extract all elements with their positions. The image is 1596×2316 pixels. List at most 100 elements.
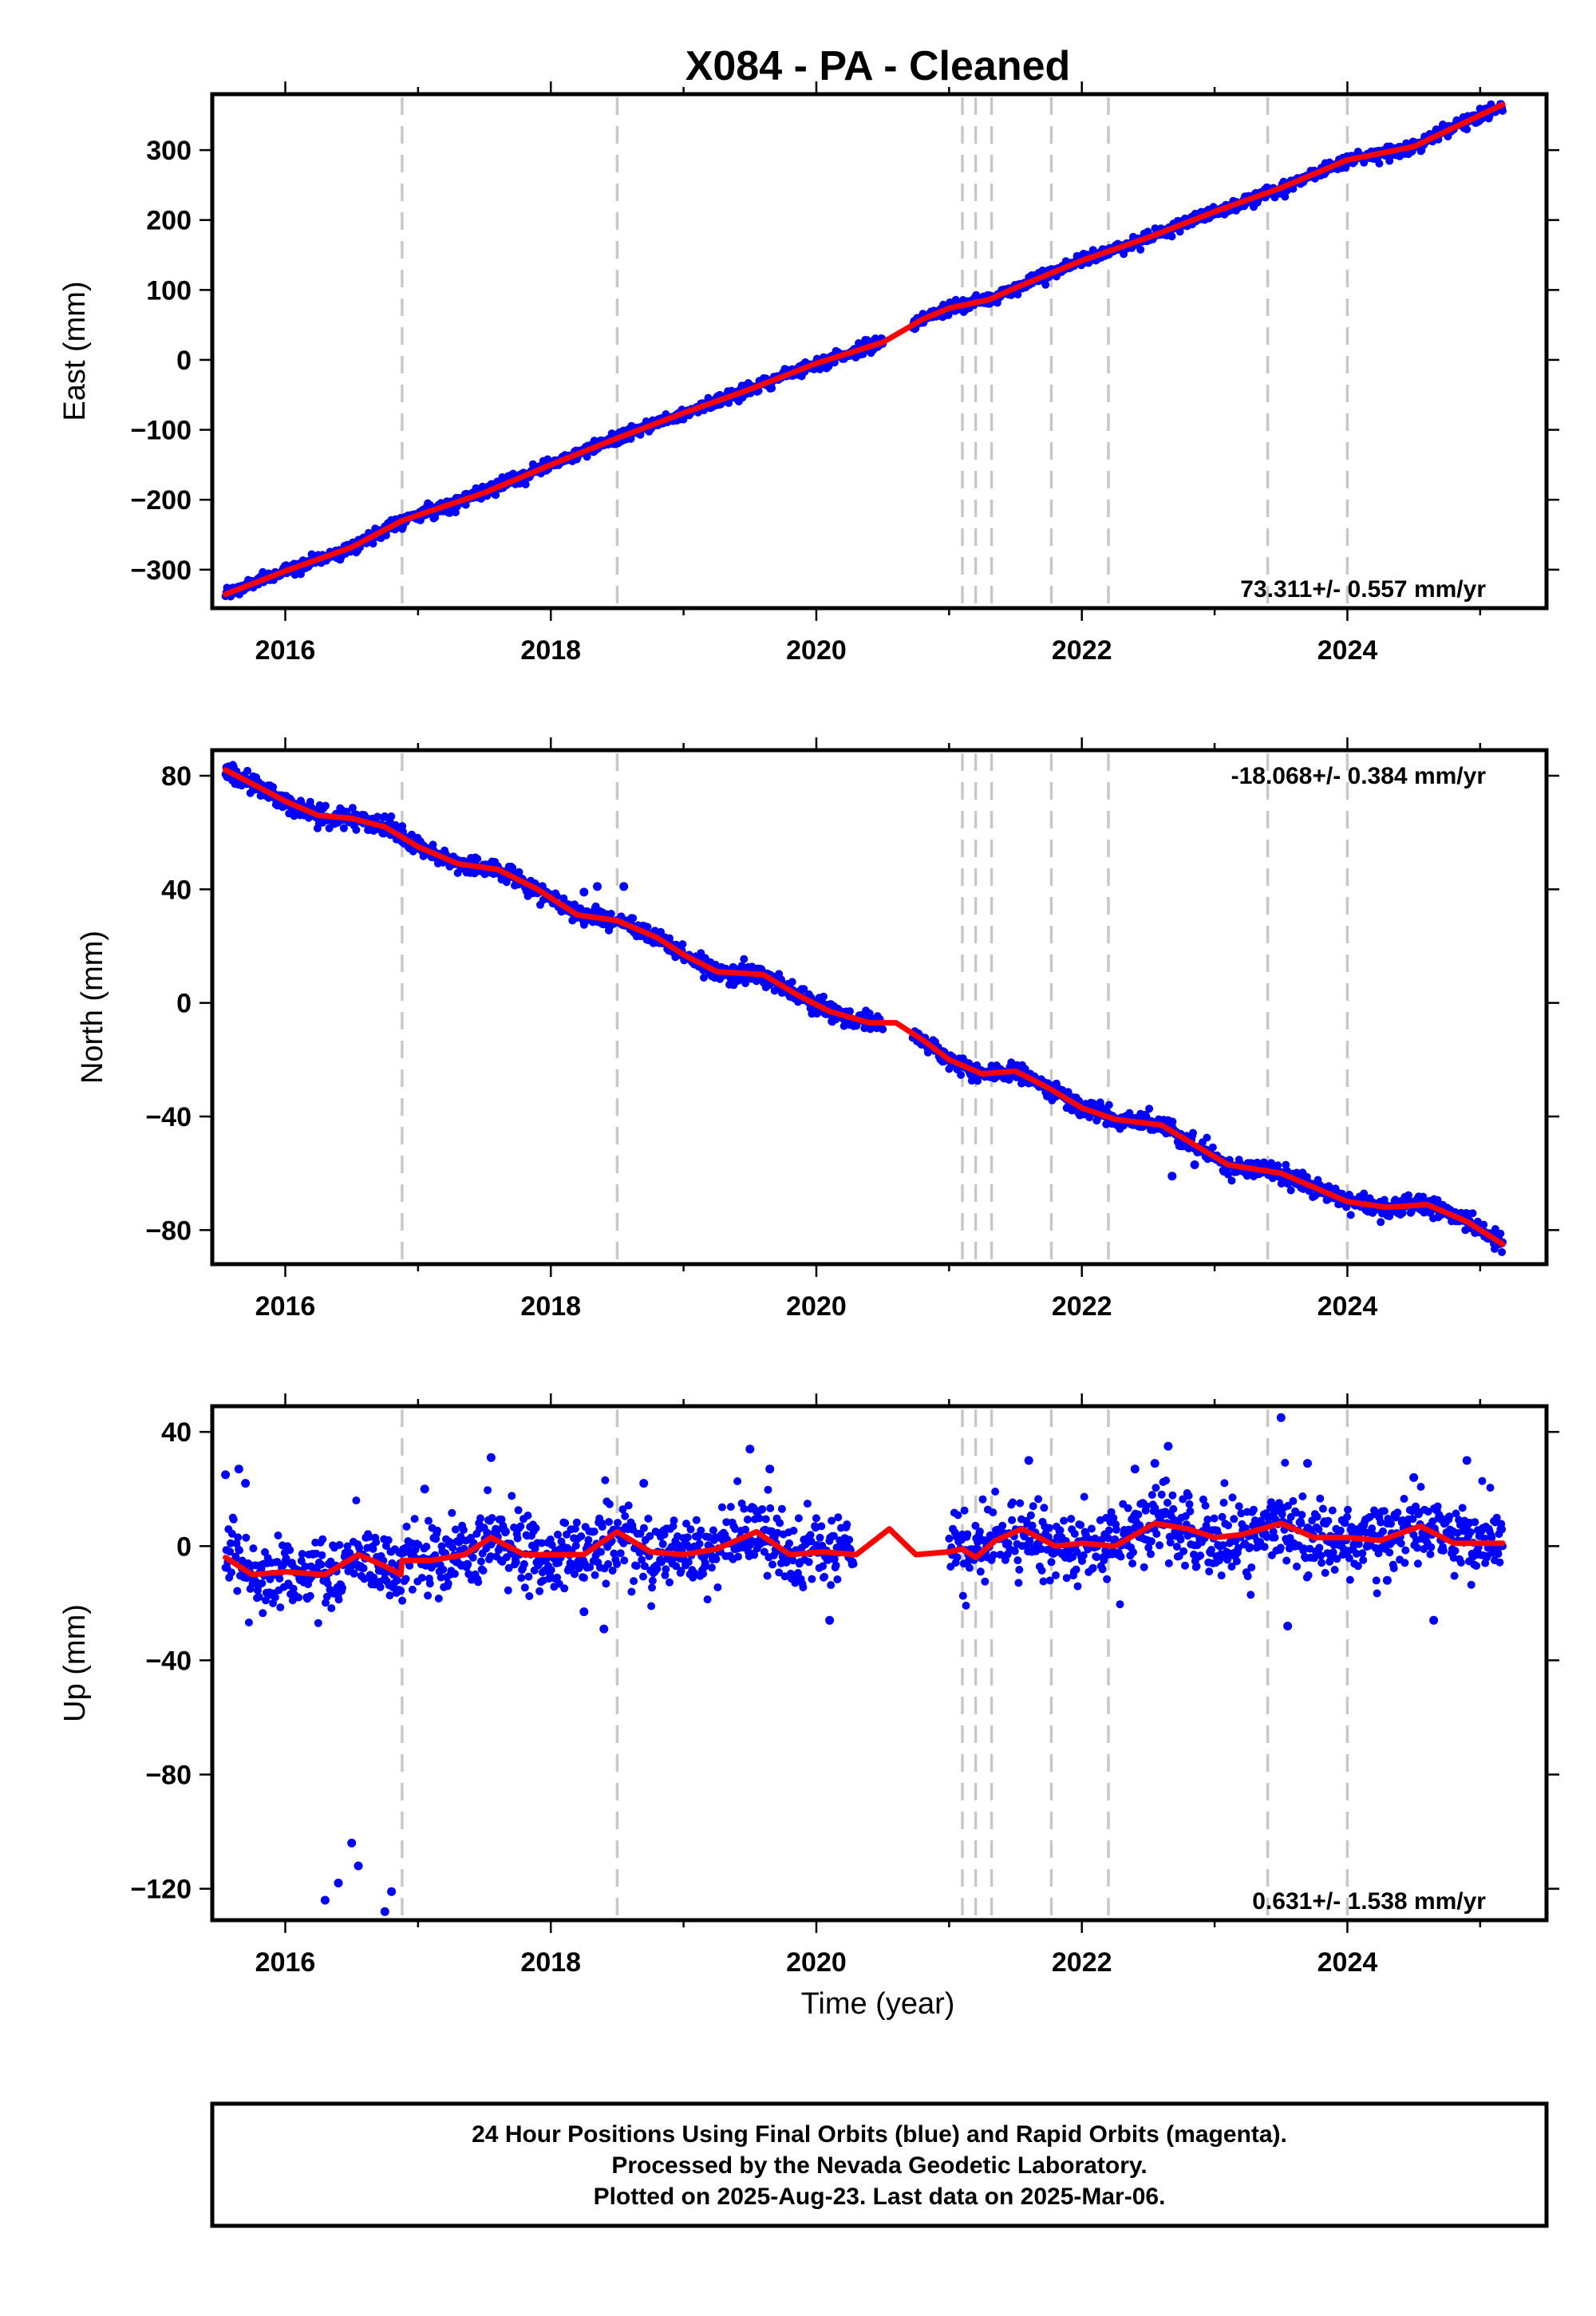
east-point — [1499, 106, 1507, 115]
up-point — [1227, 1563, 1236, 1571]
east-point — [768, 384, 776, 393]
north-point — [1203, 1133, 1211, 1142]
north-point — [741, 979, 750, 987]
up-point — [1282, 1556, 1291, 1565]
up-point — [227, 1529, 236, 1538]
north-point — [322, 801, 330, 810]
up-point — [520, 1583, 529, 1592]
up-point — [289, 1584, 298, 1593]
north-xtick-label: 2016 — [255, 1291, 316, 1322]
up-point — [1278, 1510, 1286, 1519]
up-point — [1220, 1479, 1229, 1488]
up-point — [579, 1574, 588, 1582]
north-point — [606, 910, 615, 918]
up-point — [991, 1488, 1000, 1496]
north-point — [1377, 1218, 1385, 1227]
up-point — [369, 1573, 378, 1582]
up-point — [1166, 1538, 1175, 1547]
up-point — [542, 1555, 551, 1564]
up-point — [1317, 1551, 1325, 1560]
north-point — [629, 914, 638, 923]
up-point — [597, 1547, 605, 1556]
up-point — [227, 1568, 235, 1577]
up-point — [1073, 1582, 1082, 1591]
north-point — [800, 985, 808, 994]
east-xtick-label: 2024 — [1317, 635, 1378, 666]
up-point — [695, 1539, 704, 1548]
up-point — [627, 1587, 636, 1596]
north-ytick-label: 80 — [161, 761, 192, 792]
up-point — [658, 1539, 667, 1548]
up-point — [648, 1576, 657, 1585]
north-point — [1380, 1196, 1389, 1204]
up-point — [657, 1558, 666, 1567]
up-point — [755, 1514, 764, 1523]
east-point — [492, 491, 500, 500]
north-point — [974, 1077, 982, 1085]
up-point — [1179, 1547, 1188, 1555]
up-point — [476, 1514, 484, 1523]
up-point — [555, 1579, 563, 1588]
north-xtick-label: 2024 — [1317, 1291, 1378, 1322]
up-point — [990, 1551, 998, 1559]
up-point — [1087, 1524, 1096, 1533]
up-point — [1013, 1556, 1022, 1565]
up-point — [834, 1513, 843, 1522]
up-point — [953, 1553, 962, 1562]
up-point — [1359, 1555, 1368, 1564]
up-point — [1152, 1530, 1161, 1538]
up-point — [1168, 1491, 1177, 1500]
north-point — [381, 812, 389, 820]
north-point — [1208, 1143, 1217, 1152]
up-point — [1128, 1559, 1137, 1568]
up-point — [1147, 1537, 1156, 1546]
up-point — [1052, 1571, 1060, 1579]
up-point — [488, 1514, 496, 1523]
up-point — [760, 1547, 768, 1556]
up-point — [459, 1526, 468, 1534]
up-point — [819, 1562, 828, 1571]
up-point — [1203, 1516, 1212, 1524]
up-point — [1223, 1555, 1232, 1564]
up-point — [812, 1514, 820, 1523]
north-point — [348, 804, 357, 812]
up-point — [761, 1515, 770, 1524]
up-point — [789, 1527, 798, 1535]
north-point — [387, 812, 396, 820]
up-point — [785, 1539, 793, 1547]
up-point — [1134, 1510, 1143, 1519]
up-point — [372, 1538, 381, 1547]
up-point — [1230, 1515, 1238, 1524]
up-point — [670, 1516, 678, 1525]
up-point — [708, 1563, 716, 1572]
up-point — [1330, 1566, 1339, 1574]
up-point — [1056, 1526, 1065, 1535]
up-point — [1136, 1521, 1144, 1530]
up-point — [945, 1534, 954, 1543]
up-point — [621, 1512, 630, 1520]
up-point — [764, 1485, 772, 1494]
up-point — [1313, 1512, 1321, 1521]
up-point — [444, 1579, 452, 1588]
up-point — [971, 1521, 980, 1530]
north-point — [473, 855, 482, 864]
up-point — [816, 1533, 824, 1542]
up-point — [1228, 1493, 1237, 1502]
up-point — [571, 1570, 579, 1579]
up-point — [232, 1539, 241, 1547]
up-point — [1140, 1563, 1148, 1571]
up-point — [620, 1556, 629, 1565]
up-point — [605, 1518, 613, 1526]
up-point — [989, 1508, 998, 1517]
up-point — [1262, 1532, 1271, 1541]
north-point — [1346, 1211, 1355, 1219]
up-point — [385, 1591, 394, 1600]
up-point — [1181, 1561, 1189, 1570]
up-point — [271, 1593, 279, 1602]
north-point — [243, 766, 252, 775]
up-point — [776, 1519, 784, 1528]
up-point — [259, 1609, 267, 1618]
up-point — [1246, 1591, 1255, 1599]
up-point — [422, 1543, 431, 1551]
up-point — [1039, 1577, 1048, 1586]
